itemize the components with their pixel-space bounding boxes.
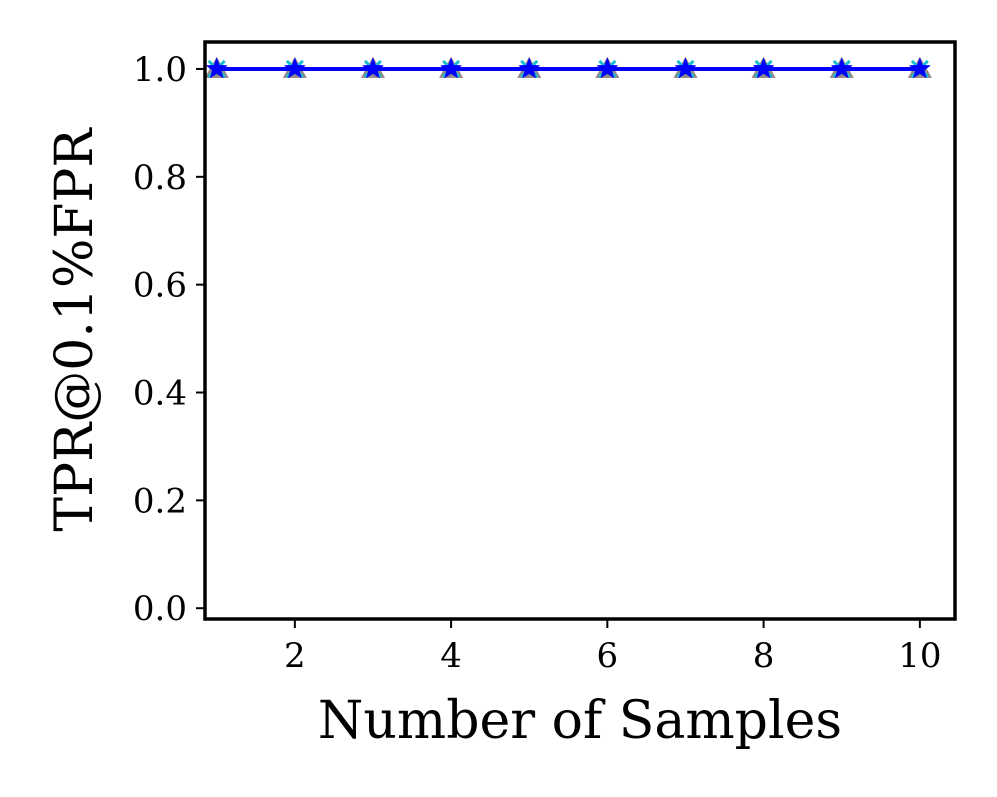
data-point (752, 57, 775, 79)
data-point (361, 57, 385, 79)
data-point (830, 57, 853, 79)
y-axis-label: TPR@0.1%FPR (45, 127, 105, 532)
data-point (518, 57, 541, 79)
x-tick-label: 2 (284, 636, 306, 676)
y-tick-label: 1.0 (133, 50, 187, 90)
y-tick-label: 0.2 (133, 481, 187, 521)
series-3 (205, 57, 931, 79)
x-tick-label: 6 (597, 636, 619, 676)
x-tick-label: 8 (753, 636, 775, 676)
x-tick-label: 10 (898, 636, 941, 676)
y-tick-label: 0.6 (133, 266, 187, 306)
data-point (908, 57, 931, 79)
x-axis-label: Number of Samples (318, 691, 842, 751)
x-tick-label: 4 (440, 636, 462, 676)
data-point (596, 57, 619, 79)
data-point (205, 57, 228, 79)
data-point (674, 57, 697, 79)
data-point (439, 57, 463, 79)
y-tick-label: 0.0 (133, 589, 187, 629)
ticks: 2 4 6 8 10 0.0 0.2 0.4 0.6 0.8 1.0 (133, 50, 942, 676)
y-tick-label: 0.4 (133, 374, 187, 414)
series-layer (204, 56, 932, 79)
plot-frame (203, 40, 957, 621)
data-point (283, 57, 306, 79)
y-tick-label: 0.8 (133, 158, 187, 198)
